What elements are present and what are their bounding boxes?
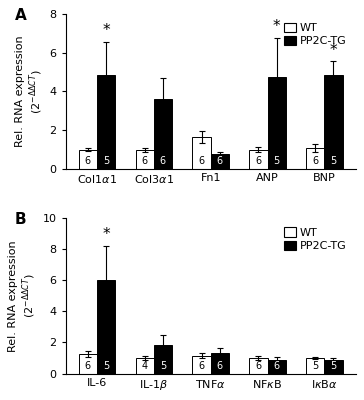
Bar — [249, 358, 268, 374]
Text: 5: 5 — [273, 156, 280, 166]
Text: 5: 5 — [312, 361, 318, 371]
Text: 6: 6 — [198, 361, 205, 371]
Text: B: B — [15, 212, 27, 227]
Text: 5: 5 — [103, 156, 109, 166]
Bar — [324, 75, 343, 169]
Text: 6: 6 — [217, 156, 223, 166]
Bar — [306, 358, 324, 374]
Text: 6: 6 — [217, 361, 223, 371]
Text: 4: 4 — [142, 361, 148, 371]
Text: 6: 6 — [142, 156, 148, 166]
Text: 6: 6 — [160, 156, 166, 166]
Bar — [249, 150, 268, 169]
Text: *: * — [330, 42, 337, 58]
Bar — [136, 150, 154, 169]
Bar — [268, 77, 286, 169]
Y-axis label: Rel. RNA expression
$(2^{-\Delta\Delta CT})$: Rel. RNA expression $(2^{-\Delta\Delta C… — [15, 36, 46, 147]
Bar — [154, 345, 172, 374]
Text: 6: 6 — [256, 156, 261, 166]
Text: 5: 5 — [103, 361, 109, 371]
Bar — [79, 150, 97, 169]
Text: *: * — [102, 23, 110, 38]
Y-axis label: Rel. RNA expression
$(2^{-\Delta\Delta CT})$: Rel. RNA expression $(2^{-\Delta\Delta C… — [8, 240, 39, 352]
Legend: WT, PP2C-TG: WT, PP2C-TG — [281, 224, 350, 254]
Text: 6: 6 — [85, 361, 91, 371]
Bar — [324, 360, 343, 374]
Text: 6: 6 — [85, 156, 91, 166]
Bar — [306, 148, 324, 169]
Bar — [154, 99, 172, 169]
Bar — [211, 154, 229, 169]
Text: 5: 5 — [160, 361, 166, 371]
Bar — [268, 360, 286, 374]
Text: 6: 6 — [198, 156, 205, 166]
Text: 6: 6 — [312, 156, 318, 166]
Text: 5: 5 — [331, 361, 337, 371]
Bar — [193, 137, 211, 169]
Legend: WT, PP2C-TG: WT, PP2C-TG — [281, 20, 350, 50]
Bar — [193, 356, 211, 374]
Bar — [211, 352, 229, 374]
Text: *: * — [273, 19, 280, 34]
Text: *: * — [102, 227, 110, 242]
Bar — [97, 75, 115, 169]
Text: A: A — [15, 8, 27, 23]
Text: 6: 6 — [274, 361, 280, 371]
Bar — [79, 354, 97, 374]
Text: 6: 6 — [256, 361, 261, 371]
Bar — [97, 280, 115, 374]
Text: 5: 5 — [331, 156, 337, 166]
Bar — [136, 358, 154, 374]
